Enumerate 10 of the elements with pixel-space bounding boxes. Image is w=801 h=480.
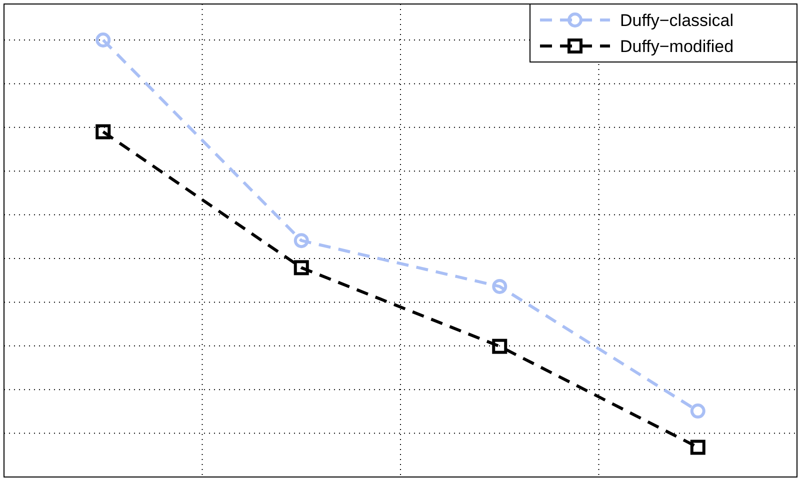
point [690, 404, 706, 419]
point [492, 278, 508, 294]
point [96, 32, 111, 48]
point [492, 338, 508, 354]
point [96, 124, 111, 140]
legend-label: Duffy−modified [620, 37, 734, 56]
point [294, 260, 309, 276]
point [294, 233, 309, 248]
legend-label: Duffy−classical [620, 11, 734, 30]
point [690, 440, 706, 455]
